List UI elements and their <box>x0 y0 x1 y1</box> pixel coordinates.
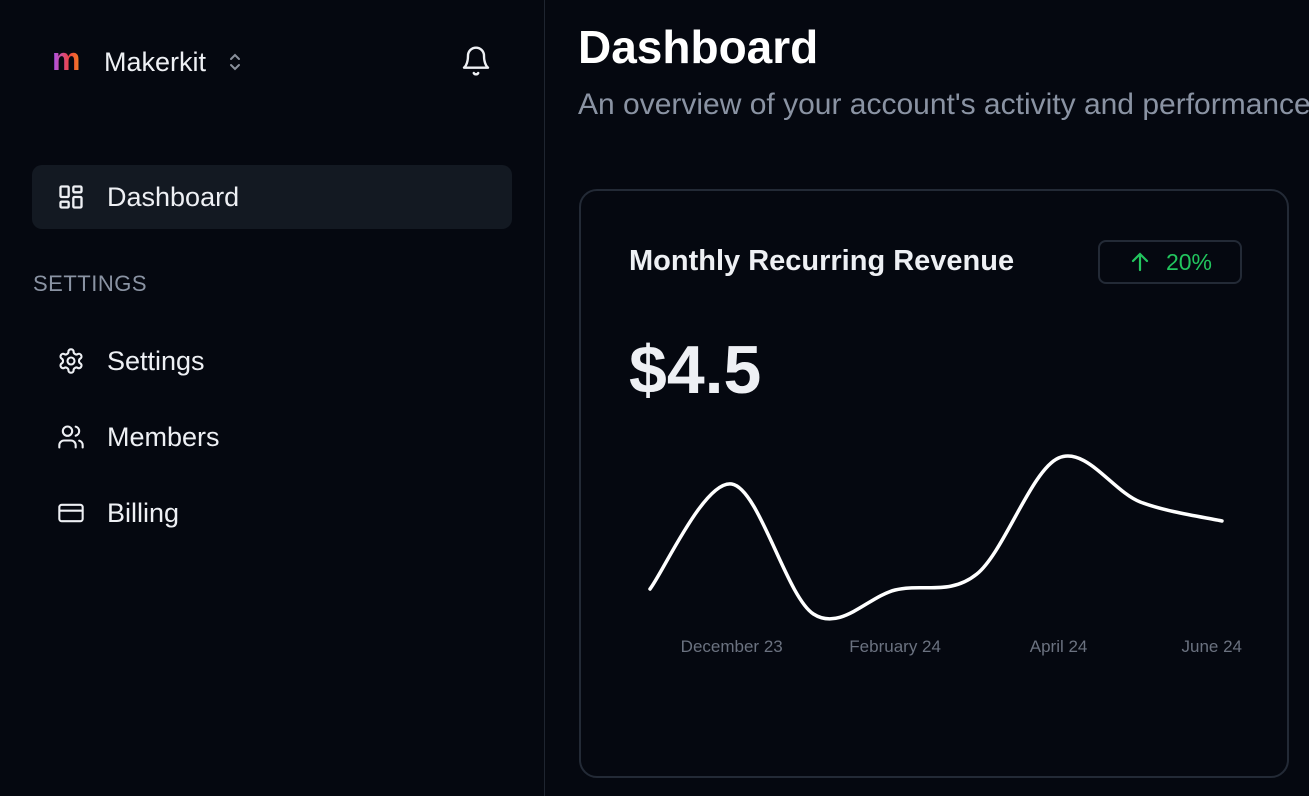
brand-name: Makerkit <box>104 46 207 77</box>
x-tick-label: February 24 <box>849 637 941 656</box>
page-title: Dashboard <box>578 21 819 73</box>
sidebar-item-label: Billing <box>107 497 180 528</box>
layout-dashboard-icon <box>59 185 83 209</box>
sidebar-item-label: Settings <box>107 345 205 376</box>
x-tick-label: December 23 <box>681 637 783 656</box>
gear-icon <box>59 348 83 374</box>
x-tick-label: June 24 <box>1182 637 1243 656</box>
sidebar-item-members[interactable]: Members <box>32 405 512 469</box>
mrr-value: $4.5 <box>629 332 762 408</box>
trend-value: 20% <box>1165 248 1213 275</box>
sidebar-item-label: Members <box>107 421 220 452</box>
sidebar-item-settings[interactable]: Settings <box>32 329 512 393</box>
mrr-line-chart: December 23 February 24 April 24 June 24 <box>648 454 1243 656</box>
trend-badge: 20% <box>1098 240 1242 284</box>
arrow-up-icon <box>1131 252 1149 272</box>
credit-card-icon <box>58 503 84 523</box>
users-icon <box>58 425 84 449</box>
x-tick-label: April 24 <box>1030 637 1088 656</box>
page-subtitle: An overview of your account's activity a… <box>578 88 1309 121</box>
sidebar-item-billing[interactable]: Billing <box>32 481 512 545</box>
makerkit-logo: m <box>52 41 86 78</box>
series-line <box>648 454 1224 621</box>
sidebar-item-dashboard[interactable]: Dashboard <box>32 165 512 229</box>
account-switcher[interactable]: m Makerkit <box>52 40 242 84</box>
sidebar: m Makerkit Dashboard SETTINGS Settings M… <box>0 0 545 796</box>
section-title-settings: SETTINGS <box>33 271 148 296</box>
chevrons-up-down-icon <box>228 50 242 74</box>
sidebar-item-label: Dashboard <box>107 181 240 212</box>
notifications-bell-icon[interactable] <box>460 44 492 83</box>
card-title: Monthly Recurring Revenue <box>629 245 1015 277</box>
mrr-card: Monthly Recurring Revenue 20% $4.5 Decem… <box>579 189 1289 778</box>
